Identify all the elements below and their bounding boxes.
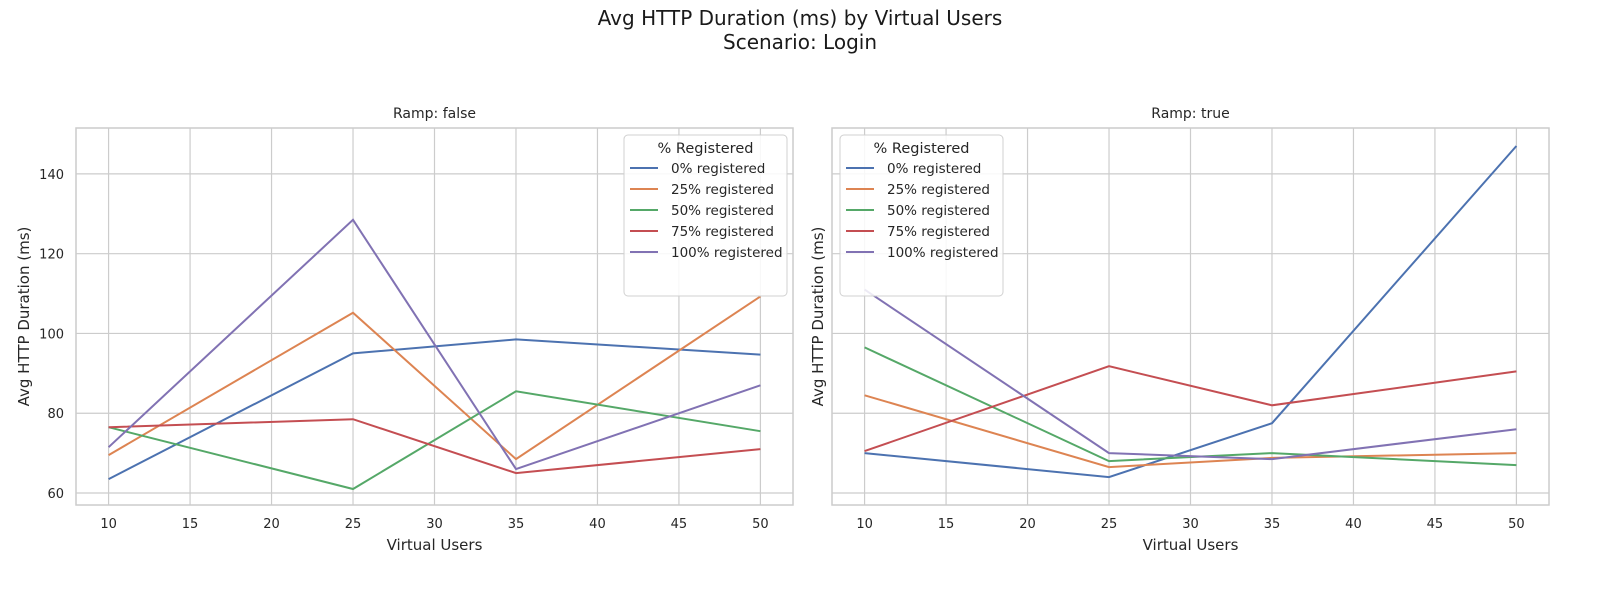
y-axis-label: Avg HTTP Duration (ms) <box>15 227 33 407</box>
legend-box <box>839 134 1004 297</box>
panel-ramp-false: 10 15 20 25 30 35 40 45 50 60 80 100 120 140 Ramp: fal… <box>15 106 794 554</box>
y-tick-label: 140 <box>39 168 64 183</box>
legend-entry: 50% registered <box>887 203 990 219</box>
x-tick-label: 35 <box>1264 517 1281 532</box>
x-tick-label: 15 <box>938 517 955 532</box>
x-tick-label: 15 <box>182 517 199 532</box>
panel-ramp-true: 10 15 20 25 30 35 40 45 50 Ramp: true Virtual User… <box>809 106 1550 554</box>
x-tick-label: 20 <box>1019 517 1036 532</box>
legend-entry: 75% registered <box>671 224 774 240</box>
x-axis-label: Virtual Users <box>387 536 483 554</box>
legend-box <box>623 134 788 297</box>
y-tick-label: 120 <box>39 248 64 263</box>
panel-title: Ramp: true <box>1151 106 1229 122</box>
x-tick-label: 10 <box>100 517 117 532</box>
x-tick-label: 50 <box>752 517 769 532</box>
legend-title: % Registered <box>658 141 754 157</box>
plot-frame <box>831 127 1550 506</box>
legend-entry: 25% registered <box>887 182 990 198</box>
legend-entry: 0% registered <box>887 161 981 177</box>
panel-title: Ramp: false <box>393 106 476 122</box>
legend-entry: 0% registered <box>671 161 765 177</box>
y-tick-label: 80 <box>47 407 64 422</box>
series-line-75pct-registered <box>864 365 1517 453</box>
legend-title: % Registered <box>874 141 970 157</box>
series-line-0pct-registered <box>864 145 1518 479</box>
x-tick-label: 50 <box>1508 517 1525 532</box>
y-axis-label: Avg HTTP Duration (ms) <box>809 227 827 407</box>
figure-subtitle: Scenario: Login <box>723 30 877 54</box>
plot-frame <box>75 127 794 506</box>
x-tick-label: 20 <box>263 517 280 532</box>
series-line-100pct-registered <box>864 288 1517 461</box>
legend-entry: 50% registered <box>671 203 774 219</box>
figure-title: Avg HTTP Duration (ms) by Virtual Users <box>597 6 1003 30</box>
x-tick-label: 40 <box>1345 517 1362 532</box>
series-line-50pct-registered <box>108 390 761 491</box>
series-line-100pct-registered <box>107 218 761 471</box>
x-tick-label: 40 <box>589 517 606 532</box>
x-tick-label: 45 <box>671 517 688 532</box>
y-tick-label: 60 <box>47 487 64 502</box>
legend-entry: 75% registered <box>887 224 990 240</box>
x-tick-label: 25 <box>345 517 362 532</box>
legend: % Registered 0% registered 25% registered 5… <box>623 134 788 297</box>
y-tick-label: 100 <box>39 327 64 342</box>
series-line-75pct-registered <box>108 418 761 475</box>
legend-entry: 25% registered <box>671 182 774 198</box>
series-line-0pct-registered <box>108 338 761 480</box>
x-tick-label: 30 <box>426 517 443 532</box>
series-line-25pct-registered <box>108 295 761 461</box>
legend-entry: 100% registered <box>671 245 783 261</box>
x-axis-label: Virtual Users <box>1143 536 1239 554</box>
x-tick-label: 30 <box>1182 517 1199 532</box>
legend-entry: 100% registered <box>887 245 999 261</box>
x-tick-label: 25 <box>1101 517 1118 532</box>
series-line-25pct-registered <box>864 394 1517 469</box>
x-tick-label: 35 <box>508 517 525 532</box>
x-tick-label: 45 <box>1427 517 1444 532</box>
x-tick-label: 10 <box>856 517 873 532</box>
legend: % Registered 0% registered 25% registered 5… <box>839 134 1004 297</box>
